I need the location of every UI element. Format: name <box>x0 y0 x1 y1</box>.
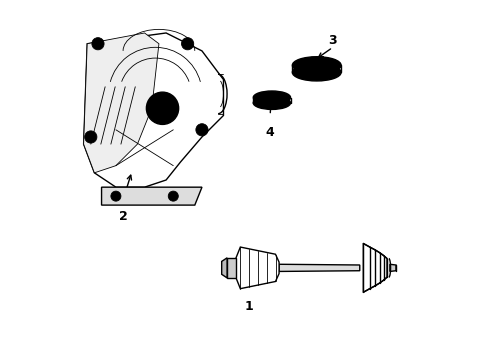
Text: 1: 1 <box>244 300 253 313</box>
Ellipse shape <box>155 100 171 116</box>
Ellipse shape <box>263 95 280 100</box>
Polygon shape <box>84 33 159 173</box>
Polygon shape <box>221 258 227 278</box>
Text: 3: 3 <box>329 34 337 47</box>
Polygon shape <box>364 243 387 292</box>
Polygon shape <box>84 33 223 187</box>
Polygon shape <box>101 187 202 205</box>
Polygon shape <box>279 264 360 271</box>
Ellipse shape <box>147 92 179 125</box>
Text: 4: 4 <box>266 126 274 139</box>
Polygon shape <box>236 247 279 289</box>
Ellipse shape <box>181 38 194 50</box>
Polygon shape <box>390 264 396 271</box>
Text: 2: 2 <box>119 211 127 224</box>
Text: 3: 3 <box>329 58 337 71</box>
Polygon shape <box>227 258 236 278</box>
Ellipse shape <box>111 191 121 201</box>
Ellipse shape <box>196 124 208 136</box>
Ellipse shape <box>305 68 328 76</box>
Ellipse shape <box>293 64 341 81</box>
Ellipse shape <box>92 38 104 50</box>
Ellipse shape <box>305 61 328 69</box>
Ellipse shape <box>168 191 178 201</box>
Ellipse shape <box>293 57 341 74</box>
Ellipse shape <box>253 91 291 104</box>
Ellipse shape <box>85 131 97 143</box>
Ellipse shape <box>253 96 291 109</box>
Ellipse shape <box>263 100 280 106</box>
